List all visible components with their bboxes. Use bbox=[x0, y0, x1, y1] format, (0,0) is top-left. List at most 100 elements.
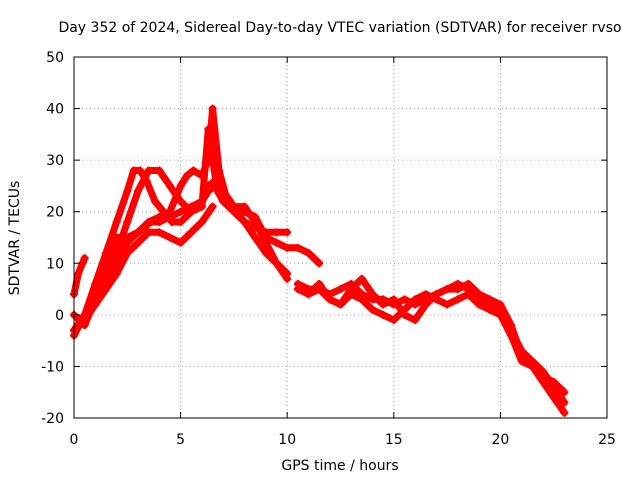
series-track-1 bbox=[70, 254, 89, 299]
data-point bbox=[261, 248, 270, 257]
y-tick-label: 40 bbox=[46, 102, 64, 118]
data-point bbox=[272, 228, 281, 237]
data-point bbox=[283, 243, 292, 252]
data-point bbox=[168, 218, 177, 227]
data-point bbox=[133, 228, 142, 237]
series-line bbox=[305, 285, 568, 396]
data-point bbox=[123, 187, 132, 196]
data-point bbox=[182, 171, 191, 180]
data-point bbox=[336, 285, 345, 294]
data-point bbox=[223, 197, 232, 206]
data-point bbox=[357, 274, 366, 283]
data-point bbox=[507, 331, 516, 340]
data-point bbox=[133, 187, 142, 196]
y-tick-label: -10 bbox=[41, 359, 64, 375]
data-point bbox=[197, 171, 206, 180]
data-point bbox=[293, 285, 302, 294]
series-track-5 bbox=[70, 104, 292, 335]
data-point bbox=[214, 166, 223, 175]
y-tick-label: 20 bbox=[46, 205, 64, 221]
data-point bbox=[91, 300, 100, 309]
series-line bbox=[70, 125, 291, 339]
data-point bbox=[389, 316, 398, 325]
data-point bbox=[155, 212, 164, 221]
data-point bbox=[421, 290, 430, 299]
data-point bbox=[336, 300, 345, 309]
y-tick-label: 50 bbox=[46, 50, 64, 66]
data-point bbox=[187, 207, 196, 216]
data-point bbox=[283, 228, 292, 237]
data-point bbox=[165, 207, 174, 216]
data-point bbox=[123, 248, 132, 257]
data-point bbox=[123, 238, 132, 247]
data-point bbox=[283, 269, 292, 278]
data-point bbox=[187, 228, 196, 237]
plot-area bbox=[70, 104, 569, 417]
data-point bbox=[151, 197, 160, 206]
data-point bbox=[475, 300, 484, 309]
data-point bbox=[272, 259, 281, 268]
x-tick-label: 0 bbox=[70, 432, 79, 448]
data-point bbox=[560, 398, 569, 407]
data-point bbox=[400, 305, 409, 314]
data-point bbox=[212, 181, 221, 190]
data-point bbox=[144, 218, 153, 227]
data-point bbox=[325, 295, 334, 304]
data-point bbox=[528, 362, 537, 371]
data-point bbox=[368, 290, 377, 299]
data-point bbox=[560, 388, 569, 397]
data-point bbox=[176, 238, 185, 247]
series-track-9 bbox=[304, 285, 569, 397]
data-point bbox=[136, 166, 145, 175]
series-track-6 bbox=[91, 202, 217, 309]
data-point bbox=[549, 377, 558, 386]
data-point bbox=[91, 279, 100, 288]
data-point bbox=[304, 248, 313, 257]
data-point bbox=[315, 259, 324, 268]
data-point bbox=[379, 310, 388, 319]
data-point bbox=[165, 233, 174, 242]
data-point bbox=[261, 228, 270, 237]
data-point bbox=[293, 243, 302, 252]
data-point bbox=[74, 269, 83, 278]
x-axis-label: GPS time / hours bbox=[281, 458, 398, 474]
data-point bbox=[101, 285, 110, 294]
data-point bbox=[400, 295, 409, 304]
data-point bbox=[347, 290, 356, 299]
data-point bbox=[176, 218, 185, 227]
data-point bbox=[315, 285, 324, 294]
data-point bbox=[208, 202, 217, 211]
data-point bbox=[411, 316, 420, 325]
x-tick-label: 25 bbox=[598, 432, 616, 448]
data-point bbox=[411, 295, 420, 304]
y-tick-label: 30 bbox=[46, 153, 64, 169]
plot-frame bbox=[73, 56, 608, 419]
data-point bbox=[517, 357, 526, 366]
data-point bbox=[240, 218, 249, 227]
y-tick-label: 10 bbox=[46, 256, 64, 272]
data-point bbox=[155, 166, 164, 175]
data-point bbox=[232, 207, 241, 216]
data-point bbox=[144, 166, 153, 175]
data-point bbox=[112, 218, 121, 227]
data-point bbox=[357, 295, 366, 304]
data-point bbox=[176, 207, 185, 216]
data-point bbox=[421, 300, 430, 309]
chart-title: Day 352 of 2024, Sidereal Day-to-day VTE… bbox=[58, 20, 621, 36]
data-point bbox=[496, 310, 505, 319]
data-point bbox=[155, 228, 164, 237]
x-tick-label: 5 bbox=[176, 432, 185, 448]
data-point bbox=[240, 202, 249, 211]
data-point bbox=[368, 305, 377, 314]
x-tick-label: 20 bbox=[491, 432, 509, 448]
data-point bbox=[432, 295, 441, 304]
data-point bbox=[251, 223, 260, 232]
data-point bbox=[189, 166, 198, 175]
data-point bbox=[443, 300, 452, 309]
series-line bbox=[70, 254, 89, 298]
y-tick-label: 0 bbox=[55, 308, 64, 324]
data-point bbox=[144, 228, 153, 237]
y-tick-label: -20 bbox=[41, 411, 64, 427]
y-axis-label: SDTVAR / TECUs bbox=[7, 181, 23, 296]
